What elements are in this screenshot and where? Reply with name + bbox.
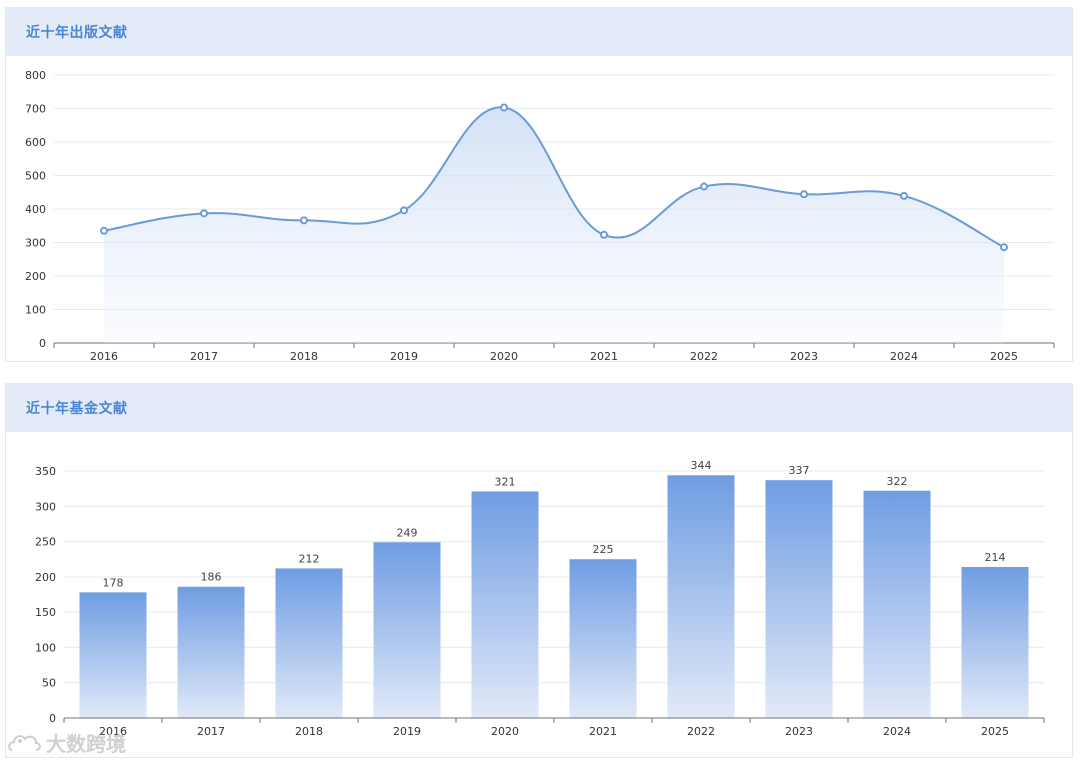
x-tick-label: 2016 [99,725,127,738]
data-point[interactable] [800,190,808,199]
data-point[interactable] [400,206,408,215]
publication-area-chart: 0 100 200 300 400 500 600 700 800 2016 2017 2018 201… [25,69,1055,363]
x-tick-label: 2016 [90,350,118,363]
fund-panel-header: 近十年基金文献 [6,384,1072,432]
x-tick-label: 2019 [390,350,418,363]
y-tick-label: 300 [35,500,56,513]
y-tick-label: 350 [35,465,56,478]
y-tick-label: 200 [25,270,46,283]
data-point[interactable] [200,209,208,218]
y-tick-label: 50 [42,677,56,690]
y-tick-label: 400 [25,203,46,216]
bar[interactable] [373,542,441,718]
x-tick-label: 2021 [589,725,617,738]
x-tick-label: 2022 [690,350,718,363]
bar-data-label: 344 [691,459,712,472]
data-point[interactable] [600,230,608,239]
x-tick-label: 2020 [490,350,518,363]
fund-panel-title: 近十年基金文献 [26,401,128,417]
x-tick-label: 2022 [687,725,715,738]
bar[interactable] [863,490,931,718]
bar-data-label: 212 [299,552,320,565]
fund-panel: 近十年基金文献 0 50 100 150 200 250 300 350 178 186 212 24… [5,383,1073,758]
publication-panel-header: 近十年出版文献 [6,8,1072,56]
bar[interactable] [569,559,637,718]
bar-data-label: 214 [985,551,1006,564]
publication-panel: 近十年出版文献 0 100 200 300 400 500 600 700 800 2016 201… [5,7,1073,363]
bar-data-label: 178 [103,576,124,589]
x-tick-label: 2024 [883,725,911,738]
cloud-logo-icon [8,734,41,751]
watermark: 大数跨境 [8,728,126,757]
y-tick-label: 500 [25,170,46,183]
bar-data-label: 337 [789,464,810,477]
series-line [103,106,1005,249]
x-tick-label: 2018 [290,350,318,363]
bar-data-label: 186 [201,571,222,584]
y-tick-label: 100 [35,641,56,654]
y-tick-label: 250 [35,536,56,549]
bar-data-label: 249 [397,526,418,539]
bar[interactable] [667,475,735,718]
x-tick-label: 2021 [590,350,618,363]
y-tick-label: 600 [25,136,46,149]
bar-data-label: 322 [887,475,908,488]
y-tick-label: 100 [25,304,46,317]
bar[interactable] [765,480,833,718]
x-tick-label: 2024 [890,350,918,363]
bar[interactable] [961,566,1029,718]
fund-bar-chart: 0 50 100 150 200 250 300 350 178 186 212 249 321 225 3… [35,459,1045,738]
bar-data-label: 321 [495,475,516,488]
y-tick-label: 800 [25,69,46,82]
data-point[interactable] [900,191,908,200]
bar[interactable] [177,586,245,718]
y-tick-label: 700 [25,103,46,116]
y-tick-label: 150 [35,606,56,619]
data-point[interactable] [700,182,708,191]
y-tick-label: 0 [39,337,46,350]
x-tick-label: 2019 [393,725,421,738]
x-tick-label: 2018 [295,725,323,738]
x-tick-label: 2023 [785,725,813,738]
x-tick-label: 2025 [981,725,1009,738]
data-point[interactable] [100,226,108,235]
x-tick-label: 2023 [790,350,818,363]
bar[interactable] [275,568,343,718]
bar-data-label: 225 [593,543,614,556]
bar[interactable] [471,491,539,718]
data-point[interactable] [1000,243,1008,252]
y-tick-label: 200 [35,571,56,584]
x-tick-label: 2017 [197,725,225,738]
data-point[interactable] [300,216,308,225]
publication-panel-title: 近十年出版文献 [26,25,128,41]
x-tick-label: 2020 [491,725,519,738]
bar[interactable] [79,592,147,718]
x-tick-label: 2017 [190,350,218,363]
x-tick-label: 2025 [990,350,1018,363]
series-area [104,107,1004,343]
data-point[interactable] [500,103,508,112]
y-tick-label: 300 [25,237,46,250]
watermark-text: 大数跨境 [46,732,126,756]
y-tick-label: 0 [49,712,56,725]
